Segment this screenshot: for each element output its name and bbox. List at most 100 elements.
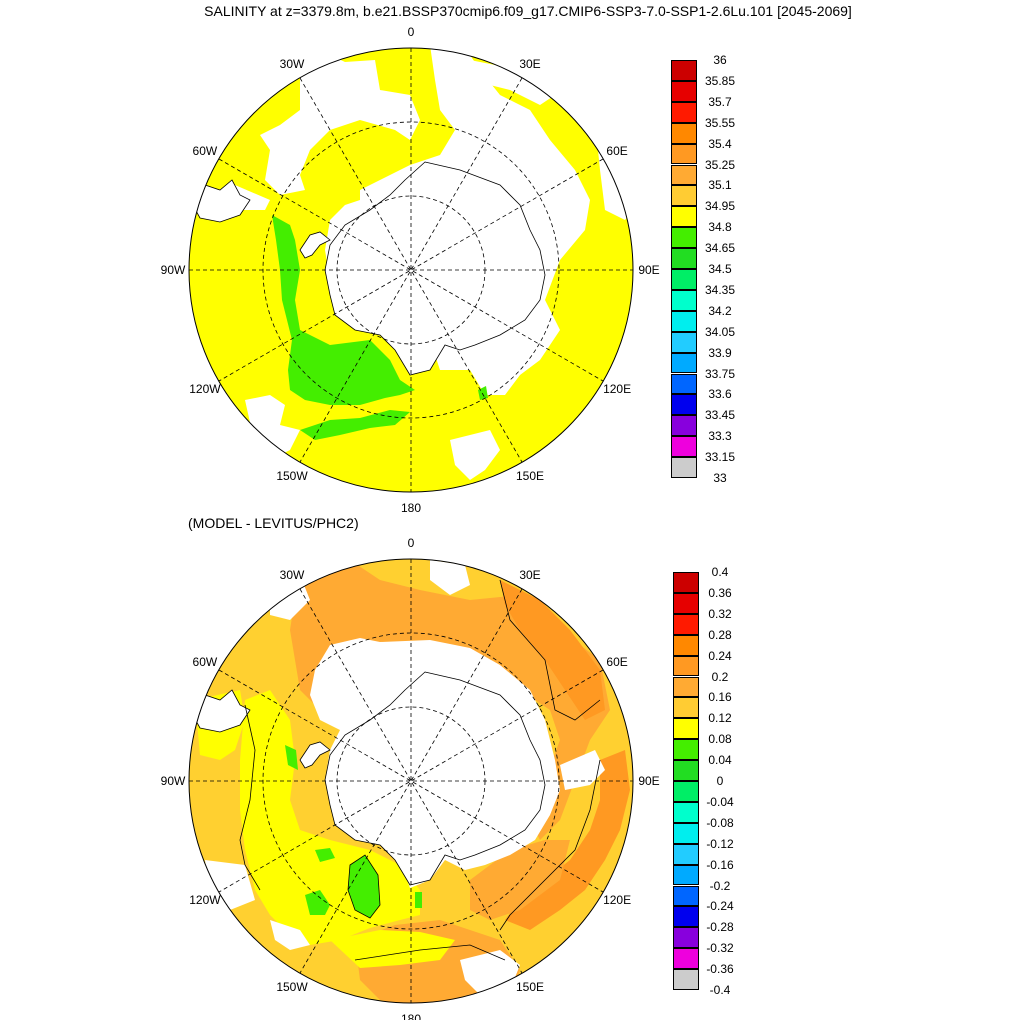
colorbar-swatch bbox=[671, 436, 697, 458]
near-zero-anomaly-region bbox=[305, 890, 330, 915]
colorbar-swatch bbox=[671, 331, 697, 353]
longitude-label: 120E bbox=[603, 893, 631, 907]
near-zero-anomaly-region bbox=[415, 892, 422, 908]
longitude-label: 90E bbox=[638, 774, 659, 788]
colorbar-label: 0.2 bbox=[711, 669, 729, 684]
contour-lines bbox=[239, 579, 601, 961]
positive-anomaly-region bbox=[470, 840, 570, 920]
colorbar-label: 0.32 bbox=[708, 606, 732, 621]
colorbar-label: -0.16 bbox=[706, 857, 734, 872]
colorbar-swatch bbox=[671, 248, 697, 269]
longitude-label: 30W bbox=[280, 57, 305, 71]
colorbar-label: 34.05 bbox=[704, 324, 736, 339]
antarctic-peninsula bbox=[299, 231, 331, 259]
colorbar-label: 0 bbox=[716, 774, 724, 788]
colorbar-swatch bbox=[673, 906, 699, 928]
low-anomaly-region bbox=[330, 930, 455, 968]
colorbar-swatch bbox=[671, 373, 697, 395]
map-border bbox=[188, 47, 634, 493]
colorbar-label: 36 bbox=[713, 53, 727, 67]
colorbar-swatch bbox=[673, 760, 699, 781]
colorbar-label: -0.12 bbox=[706, 836, 734, 851]
colorbar-swatch bbox=[671, 352, 697, 374]
antarctica bbox=[324, 671, 546, 886]
colorbar-label: 0.04 bbox=[708, 753, 732, 768]
difference-colorbar-labels: 0.4 0.36 0.32 0.28 0.24 0.2 0.16 0.12 0.08 0.04 0 -… bbox=[690, 565, 750, 997]
colorbar-swatch bbox=[671, 269, 697, 290]
antarctica bbox=[324, 161, 546, 376]
colorbar-swatch bbox=[671, 289, 697, 311]
longitude-labels: 0 30E 60E 90E 120E 150E 180 150W 120W 90W 60W 30W bbox=[161, 536, 660, 1020]
colorbar-swatch bbox=[673, 592, 699, 614]
colorbar-swatch bbox=[671, 143, 697, 165]
fresh-water-region bbox=[300, 410, 410, 440]
colorbar-label: 0.24 bbox=[708, 648, 732, 663]
colorbar-label: 35.4 bbox=[708, 136, 732, 151]
colorbar-label: 0.16 bbox=[708, 690, 732, 705]
colorbar-label: 34.8 bbox=[708, 220, 732, 235]
colorbar-label: 0.36 bbox=[708, 585, 732, 600]
near-zero-anomaly-region bbox=[315, 848, 335, 862]
colorbar-swatch bbox=[673, 801, 699, 823]
longitude-label: 150E bbox=[516, 980, 544, 994]
longitude-label: 60W bbox=[193, 144, 218, 158]
colorbar-swatch bbox=[673, 676, 699, 698]
longitude-label: 60W bbox=[193, 655, 218, 669]
colorbar-label: 34.35 bbox=[704, 282, 736, 297]
colorbar-label: 33.3 bbox=[708, 429, 732, 444]
colorbar-label: 34.5 bbox=[708, 262, 732, 276]
missing-area bbox=[260, 55, 420, 195]
colorbar-label: 34.65 bbox=[704, 241, 736, 256]
positive-anomaly-region bbox=[505, 750, 630, 930]
colorbar-swatch bbox=[673, 613, 699, 635]
difference-subtitle: (MODEL - LEVITUS/PHC2) bbox=[188, 515, 359, 531]
colorbar-label: 0.4 bbox=[711, 565, 729, 579]
difference-colorbar bbox=[673, 572, 699, 990]
colorbar-label: 33.15 bbox=[704, 450, 736, 465]
graticule bbox=[189, 559, 633, 1003]
missing-area bbox=[450, 430, 500, 480]
colorbar-swatch bbox=[673, 572, 699, 593]
colorbar-swatch bbox=[673, 781, 699, 802]
colorbar-swatch bbox=[673, 739, 699, 761]
colorbar-label: 33.9 bbox=[708, 345, 732, 360]
colorbar-label: 33 bbox=[713, 471, 727, 485]
longitude-label: 120W bbox=[189, 893, 221, 907]
salinity-difference-map: 0 30E 60E 90E 120E 150E 180 150W 120W 90W 60W 30W bbox=[161, 536, 660, 1020]
colorbar-label: -0.08 bbox=[706, 815, 734, 830]
longitude-label: 180 bbox=[401, 501, 421, 515]
longitude-label: 120E bbox=[603, 382, 631, 396]
colorbar-label: 0.12 bbox=[708, 711, 732, 726]
missing-area bbox=[430, 560, 470, 595]
longitude-label: 90E bbox=[638, 263, 659, 277]
colorbar-label: -0.2 bbox=[709, 878, 731, 893]
colorbar-label: 35.85 bbox=[704, 73, 736, 88]
colorbar-swatch bbox=[673, 885, 699, 907]
colorbar-swatch bbox=[671, 122, 697, 144]
colorbar-label: -0.32 bbox=[706, 941, 734, 956]
antarctic-peninsula bbox=[299, 741, 331, 769]
longitude-label: 30E bbox=[519, 568, 540, 582]
colorbar-label: -0.28 bbox=[706, 920, 734, 935]
colorbar-label: -0.4 bbox=[709, 983, 731, 997]
longitude-label: 30E bbox=[519, 57, 540, 71]
colorbar-swatch bbox=[671, 457, 697, 478]
longitude-label: 0 bbox=[408, 25, 415, 39]
colorbar-label: 0.28 bbox=[708, 627, 732, 642]
positive-anomaly-region bbox=[500, 580, 605, 720]
longitude-label: 150W bbox=[276, 469, 308, 483]
colorbar-label: -0.04 bbox=[706, 794, 734, 809]
colorbar-label: 33.75 bbox=[704, 366, 736, 381]
near-zero-anomaly-region bbox=[285, 745, 298, 770]
salinity-colorbar-labels: 36 35.85 35.7 35.55 35.4 35.25 35.1 34.95 34.8 34… bbox=[690, 53, 750, 485]
colorbar-swatch bbox=[671, 415, 697, 437]
colorbar-label: 35.55 bbox=[704, 115, 736, 130]
colorbar-label: 33.6 bbox=[708, 387, 732, 402]
colorbar-swatch bbox=[671, 60, 697, 81]
figure-title: SALINITY at z=3379.8m, b.e21.BSSP370cmip… bbox=[204, 3, 852, 19]
longitude-label: 180 bbox=[401, 1012, 421, 1020]
colorbar-swatch bbox=[673, 864, 699, 886]
colorbar-swatch bbox=[671, 227, 697, 249]
colorbar-swatch bbox=[671, 101, 697, 123]
colorbar-swatch bbox=[673, 843, 699, 865]
